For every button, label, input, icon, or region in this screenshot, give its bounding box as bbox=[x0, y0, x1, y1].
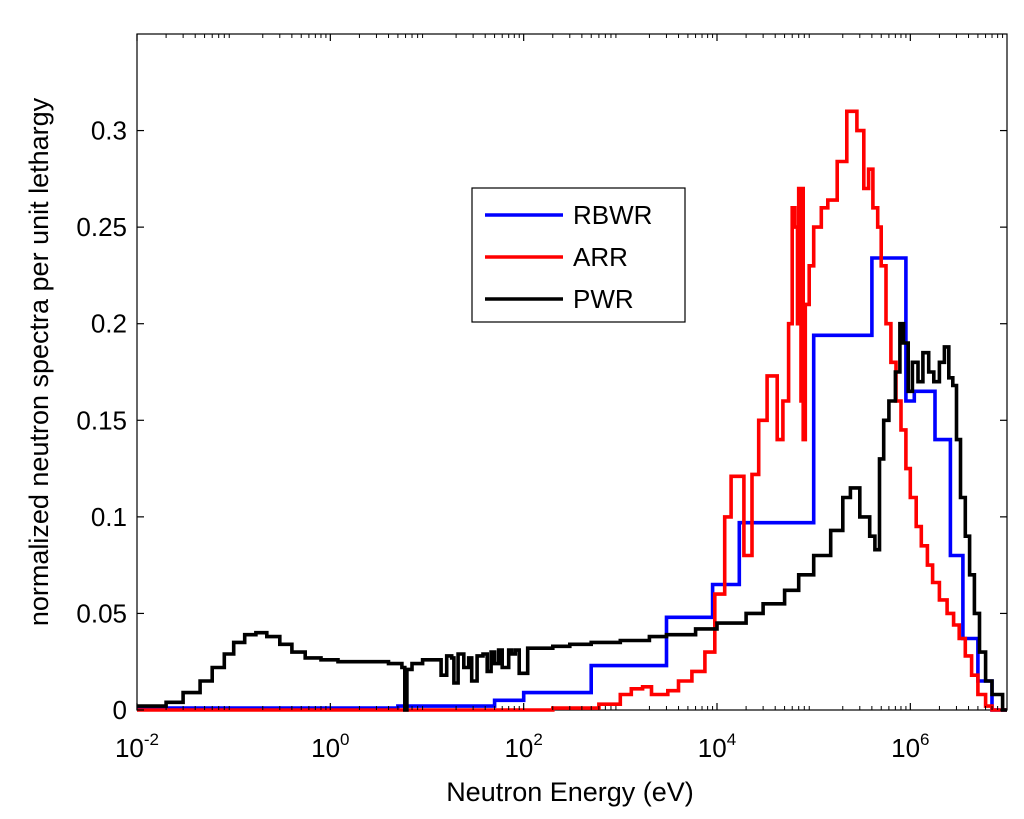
y-tick-label: 0.2 bbox=[91, 309, 127, 339]
legend-label-pwr: PWR bbox=[573, 284, 634, 314]
series-line-pwr bbox=[137, 321, 1007, 712]
x-axis-label: Neutron Energy (eV) bbox=[446, 777, 694, 807]
x-tick-label: 104 bbox=[698, 730, 736, 763]
series-line-arr bbox=[137, 109, 1007, 712]
plot-area-frame bbox=[136, 33, 1008, 711]
series-layer bbox=[137, 109, 1007, 712]
y-tick-label: 0.15 bbox=[76, 405, 127, 435]
tick-marks bbox=[136, 34, 1007, 711]
x-tick-label: 10-2 bbox=[115, 730, 159, 763]
y-tick-label: 0.05 bbox=[76, 598, 127, 628]
legend-label-arr: ARR bbox=[573, 242, 628, 272]
x-tick-label: 106 bbox=[891, 730, 929, 763]
y-tick-label: 0.3 bbox=[91, 116, 127, 146]
y-tick-label: 0.1 bbox=[91, 502, 127, 532]
y-tick-label: 0 bbox=[113, 695, 127, 725]
x-tick-label: 100 bbox=[311, 730, 349, 763]
legend: RBWR ARR PWR bbox=[471, 187, 686, 323]
y-axis-label: normalized neutron spectra per unit leth… bbox=[24, 97, 54, 626]
y-tick-labels: 0 0.05 0.1 0.15 0.2 0.25 0.3 bbox=[76, 116, 127, 725]
x-tick-label: 102 bbox=[504, 730, 542, 763]
y-tick-label: 0.25 bbox=[76, 212, 127, 242]
series-line-rbwr bbox=[137, 256, 1007, 712]
x-tick-labels: 10-2 100 102 104 106 bbox=[115, 730, 930, 763]
legend-label-rbwr: RBWR bbox=[573, 200, 652, 230]
